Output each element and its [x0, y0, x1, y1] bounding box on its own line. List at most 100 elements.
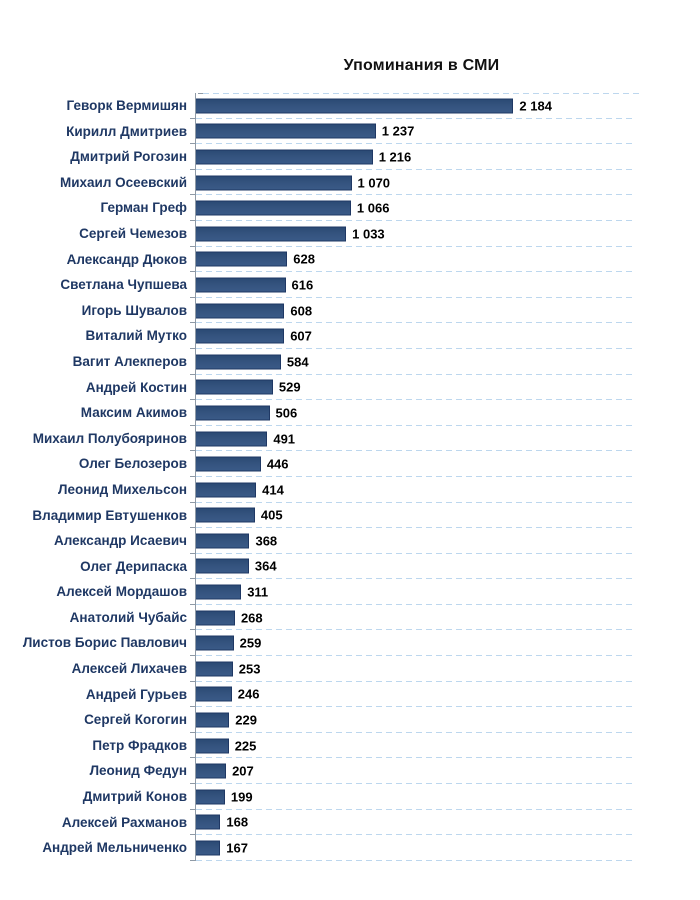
value-label: 608	[290, 303, 313, 319]
chart-row: Леонид Федун 207	[0, 758, 640, 785]
value-label: 405	[260, 507, 283, 523]
axis-tick	[198, 93, 203, 94]
bar	[196, 123, 376, 139]
value-label: 1 237	[381, 123, 415, 139]
plot-cell: 491	[190, 425, 632, 452]
bar	[196, 328, 285, 344]
value-label: 259	[239, 635, 262, 651]
bar	[196, 610, 235, 626]
bar	[196, 226, 347, 242]
category-label: Максим Акимов	[80, 405, 187, 421]
bar	[196, 431, 268, 447]
plot-cell: 1 066	[190, 195, 632, 221]
value-label: 584	[286, 354, 309, 370]
value-label: 491	[273, 431, 296, 447]
value-label: 199	[230, 789, 253, 805]
value-label: 506	[275, 405, 298, 421]
category-label: Алексей Лихачев	[71, 661, 187, 677]
chart-row: Александр Дюков 628	[0, 246, 640, 273]
value-label: 446	[266, 456, 289, 472]
bar	[196, 686, 232, 702]
plot-cell: 2 184	[190, 93, 632, 119]
plot-cell: 229	[190, 707, 632, 733]
chart-row: Сергей Чемезов 1 033	[0, 220, 640, 247]
plot-cell: 253	[190, 656, 632, 682]
plot-cell: 1 216	[190, 144, 632, 170]
category-label: Андрей Костин	[85, 379, 187, 395]
plot-cell: 167	[190, 835, 632, 861]
plot-cell: 364	[190, 553, 632, 580]
category-label: Анатолий Чубайс	[69, 609, 187, 625]
chart-row: Петр Фрадков 225	[0, 732, 640, 759]
value-label: 246	[237, 686, 260, 702]
value-label: 1 066	[356, 200, 390, 216]
bar	[196, 405, 270, 421]
category-label: Александр Дюков	[66, 251, 187, 267]
bar	[196, 814, 221, 830]
category-label: Петр Фрадков	[92, 737, 187, 753]
value-label: 229	[235, 712, 257, 728]
chart-row: Алексей Рахманов 168	[0, 809, 640, 836]
chart-row: Алексей Мордашов 311	[0, 579, 640, 605]
plot-cell: 368	[190, 528, 632, 554]
plot-cell: 607	[190, 323, 632, 349]
bar	[196, 379, 273, 395]
category-label: Виталий Мутко	[85, 328, 187, 344]
plot-cell: 405	[190, 502, 632, 529]
value-label: 2 184	[519, 98, 552, 114]
value-label: 225	[234, 738, 257, 754]
plot-cell: 207	[190, 758, 632, 785]
plot-cell: 1 070	[190, 169, 632, 196]
category-label: Алексей Мордашов	[56, 584, 187, 600]
value-label: 368	[255, 533, 278, 549]
category-label: Андрей Мельниченко	[42, 840, 187, 856]
chart-row: Максим Акимов 506	[0, 400, 640, 426]
bar	[196, 533, 250, 549]
value-label: 1 033	[352, 226, 385, 242]
bar	[196, 507, 255, 523]
gridline	[203, 93, 640, 94]
category-label: Михаил Осеевский	[59, 174, 187, 190]
chart-row: Дмитрий Рогозин 1 216	[0, 144, 640, 170]
plot-cell: 1 033	[190, 220, 632, 247]
plot-cell: 414	[190, 476, 632, 503]
bar	[196, 354, 281, 370]
value-label: 167	[226, 840, 248, 856]
plot-cell: 529	[190, 374, 632, 401]
chart-row: Алексей Лихачев 253	[0, 656, 640, 682]
chart-plot-area: Геворк Вермишян 2 184 Кирилл Дмитриев 1 237…	[0, 93, 640, 861]
chart-row: Александр Исаевич 368	[0, 528, 640, 554]
bar	[196, 175, 352, 191]
category-label: Леонид Федун	[89, 763, 187, 779]
chart-row: Михаил Осеевский 1 070	[0, 169, 640, 196]
chart-row: Михаил Полубояринов 491	[0, 425, 640, 452]
chart-row: Листов Борис Павлович 259	[0, 630, 640, 657]
bar	[196, 763, 227, 779]
plot-cell: 225	[190, 732, 632, 759]
value-label: 311	[247, 584, 269, 600]
bar	[196, 712, 230, 728]
category-label: Сергей Когогин	[84, 712, 187, 728]
value-label: 529	[278, 379, 301, 395]
category-label: Листов Борис Павлович	[22, 635, 187, 651]
bar	[196, 635, 234, 651]
category-label: Герман Греф	[100, 200, 187, 216]
bar	[196, 98, 514, 114]
bar	[196, 200, 351, 216]
value-label: 364	[254, 558, 277, 574]
value-label: 414	[262, 482, 284, 498]
bar	[196, 661, 233, 677]
plot-cell: 168	[190, 809, 632, 836]
bar	[196, 558, 249, 574]
chart-row: Сергей Когогин 229	[0, 707, 640, 733]
value-label: 168	[226, 814, 249, 830]
bar	[196, 840, 221, 856]
plot-cell: 268	[190, 604, 632, 631]
category-label: Владимир Евтушенков	[32, 507, 187, 523]
plot-cell: 608	[190, 297, 632, 324]
category-label: Кирилл Дмитриев	[66, 123, 187, 139]
chart-row: Герман Греф 1 066	[0, 195, 640, 221]
bar	[196, 789, 225, 805]
value-label: 628	[293, 251, 315, 267]
